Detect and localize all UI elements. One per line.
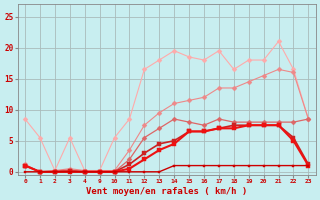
X-axis label: Vent moyen/en rafales ( km/h ): Vent moyen/en rafales ( km/h ) xyxy=(86,187,247,196)
